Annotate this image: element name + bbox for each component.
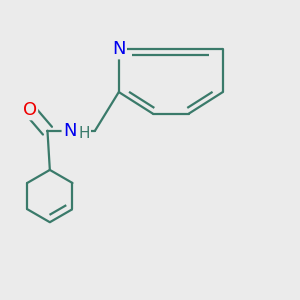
Text: N: N (63, 122, 76, 140)
Text: N: N (112, 40, 125, 58)
Text: O: O (22, 101, 37, 119)
Text: H: H (78, 126, 90, 141)
